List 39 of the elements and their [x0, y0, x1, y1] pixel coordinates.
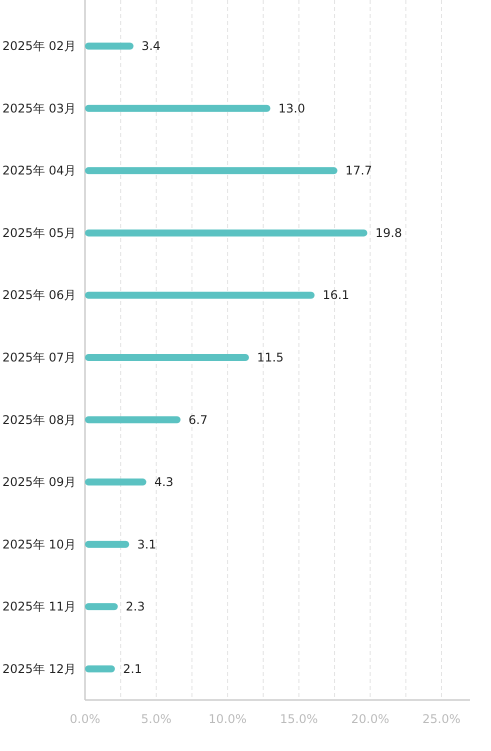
y-tick-label: 2025年 10月 [2, 537, 76, 552]
bar [85, 354, 249, 361]
data-label: 2.3 [126, 600, 145, 614]
data-label: 2.1 [122, 662, 142, 676]
x-tick-label: 10.0% [208, 712, 247, 726]
y-tick-label: 2025年 02月 [2, 39, 76, 54]
bar [85, 416, 181, 424]
y-tick-label: 2025年 04月 [2, 164, 76, 178]
x-tick-label: 20.0% [351, 712, 390, 726]
bar [85, 478, 146, 486]
data-label: 3.4 [141, 39, 161, 54]
data-label: 13.0 [278, 101, 306, 116]
data-label: 19.8 [375, 226, 402, 240]
y-tick-label: 2025年 05月 [2, 226, 76, 240]
x-tick-label: 25.0% [422, 712, 461, 726]
x-tick-label: 15.0% [280, 712, 318, 726]
data-label: 16.1 [322, 288, 350, 302]
bar [85, 603, 118, 610]
y-tick-label: 2025年 03月 [2, 101, 76, 116]
bar [85, 665, 115, 672]
y-tick-label: 2025年 12月 [2, 662, 76, 676]
data-label: 17.7 [345, 164, 372, 178]
bar [85, 540, 130, 548]
y-tick-label: 2025年 09月 [2, 475, 76, 490]
bar [85, 104, 270, 112]
x-tick-label: 5.0% [141, 712, 172, 726]
y-tick-label: 2025年 08月 [2, 412, 76, 427]
data-label: 4.3 [154, 475, 174, 490]
data-label: 3.1 [137, 537, 156, 552]
bar [85, 229, 368, 236]
x-tick-label: 0.0% [70, 712, 100, 726]
y-tick-label: 2025年 07月 [2, 350, 76, 364]
y-tick-label: 2025年 11月 [2, 600, 76, 614]
data-label: 6.7 [188, 412, 208, 427]
bar [85, 292, 315, 299]
bar [85, 167, 338, 174]
y-tick-label: 2025年 06月 [2, 288, 76, 302]
data-label: 11.5 [256, 350, 284, 364]
bar [85, 42, 134, 50]
